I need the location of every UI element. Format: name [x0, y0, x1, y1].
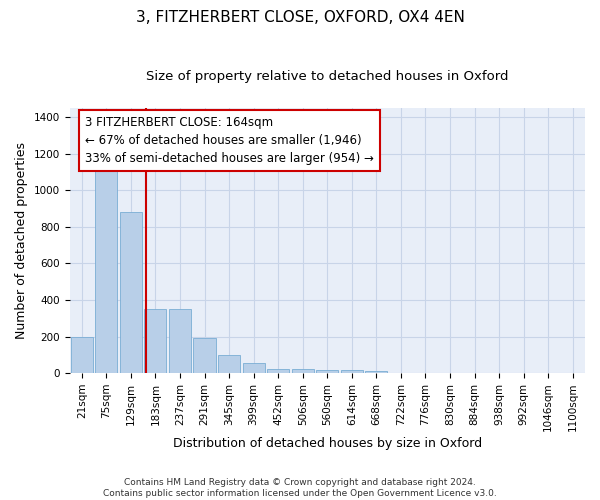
Bar	[193, 338, 215, 373]
Text: 3 FITZHERBERT CLOSE: 164sqm
← 67% of detached houses are smaller (1,946)
33% of : 3 FITZHERBERT CLOSE: 164sqm ← 67% of det…	[85, 116, 374, 164]
Bar	[365, 372, 388, 373]
Bar	[71, 336, 93, 373]
Bar	[169, 309, 191, 373]
Bar	[341, 370, 363, 373]
Y-axis label: Number of detached properties: Number of detached properties	[15, 142, 28, 339]
Bar	[95, 168, 118, 373]
X-axis label: Distribution of detached houses by size in Oxford: Distribution of detached houses by size …	[173, 437, 482, 450]
Bar	[267, 368, 289, 373]
Bar	[292, 368, 314, 373]
Bar	[218, 355, 240, 373]
Bar	[120, 212, 142, 373]
Text: Contains HM Land Registry data © Crown copyright and database right 2024.
Contai: Contains HM Land Registry data © Crown c…	[103, 478, 497, 498]
Text: 3, FITZHERBERT CLOSE, OXFORD, OX4 4EN: 3, FITZHERBERT CLOSE, OXFORD, OX4 4EN	[136, 10, 464, 25]
Bar	[316, 370, 338, 373]
Bar	[145, 309, 166, 373]
Title: Size of property relative to detached houses in Oxford: Size of property relative to detached ho…	[146, 70, 509, 83]
Bar	[242, 363, 265, 373]
